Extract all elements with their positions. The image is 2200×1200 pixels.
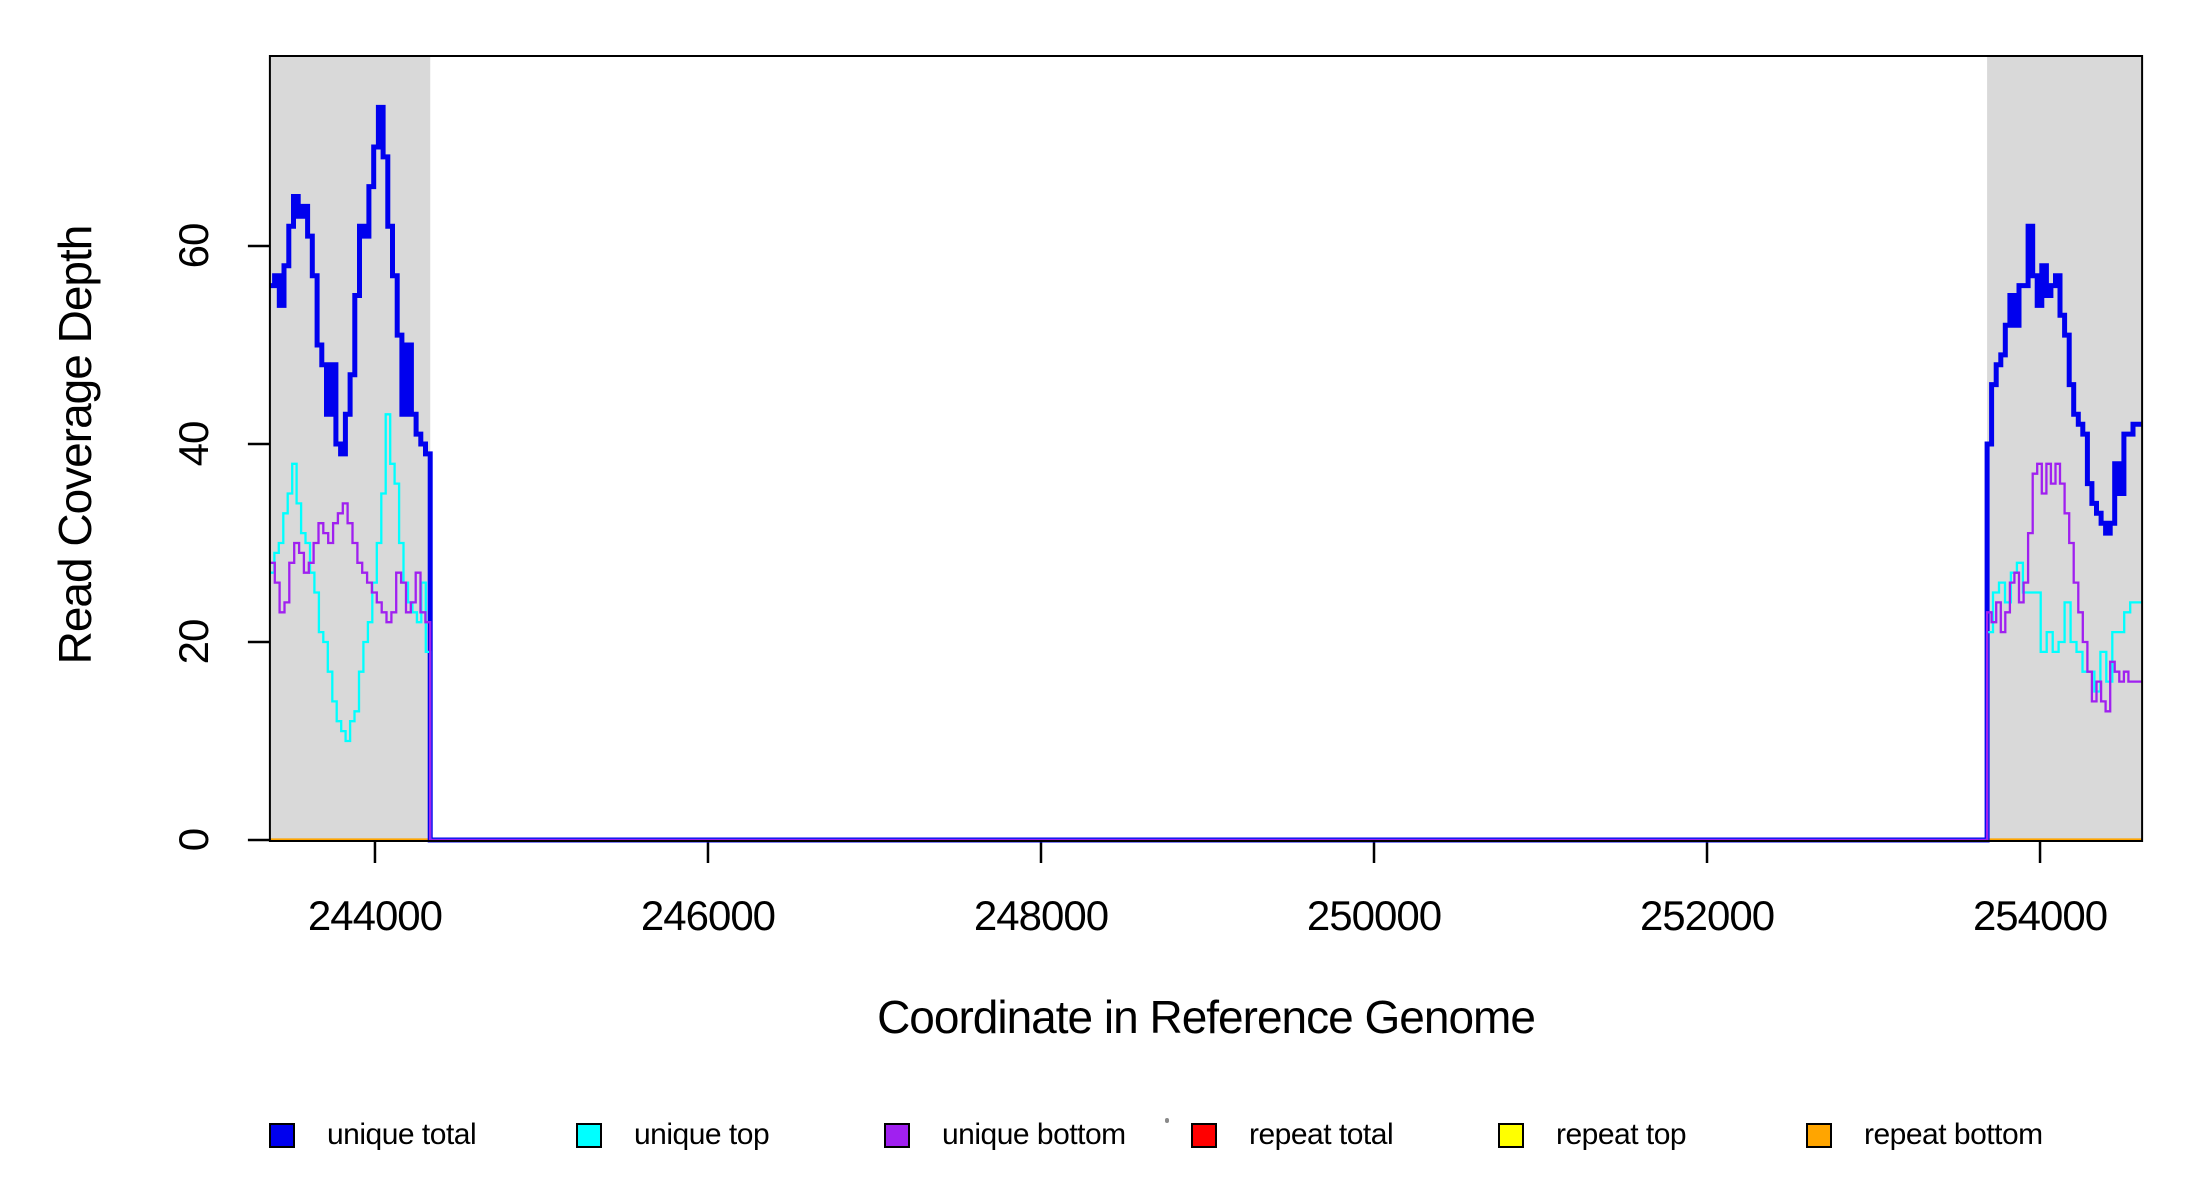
- right-target-region: [1987, 56, 2143, 841]
- legend-item-repeat-bottom: repeat bottom: [1806, 1118, 2043, 1152]
- legend-item-unique-top: unique top: [576, 1118, 770, 1152]
- legend-label: repeat bottom: [1864, 1118, 2043, 1151]
- legend-item-unique-total: unique total: [269, 1118, 477, 1152]
- legend-swatch-repeat-total: [1191, 1122, 1217, 1148]
- legend-label: unique top: [634, 1118, 770, 1151]
- y-tick-label: 40: [170, 422, 217, 467]
- legend-item-unique-bottom: unique bottom: [884, 1118, 1126, 1152]
- x-tick-label: 246000: [641, 892, 775, 939]
- y-tick-label: 60: [170, 224, 217, 269]
- x-tick-label: 252000: [1640, 892, 1774, 939]
- series-line-unique-total: [269, 104, 2143, 843]
- legend-artifact-dot: [1165, 1118, 1169, 1123]
- x-tick-label: 244000: [308, 892, 442, 939]
- y-axis-title: Read Coverage Depth: [49, 225, 101, 665]
- series-line-unique-top: [269, 413, 2143, 842]
- series-line-unique-bottom: [269, 462, 2143, 842]
- legend-swatch-unique-total: [269, 1122, 295, 1148]
- left-target-region: [269, 56, 431, 841]
- x-tick-label: 248000: [974, 892, 1108, 939]
- legend-swatch-repeat-top: [1498, 1122, 1524, 1148]
- legend-item-repeat-total: repeat total: [1191, 1118, 1394, 1152]
- legend-swatch-unique-bottom: [884, 1122, 910, 1148]
- legend-label: unique bottom: [942, 1118, 1126, 1151]
- x-tick-label: 250000: [1307, 892, 1441, 939]
- y-tick-label: 20: [170, 620, 217, 665]
- legend-label: unique total: [327, 1118, 477, 1151]
- y-tick-label: 0: [170, 829, 217, 851]
- x-axis-title: Coordinate in Reference Genome: [877, 991, 1536, 1043]
- legend-label: repeat total: [1249, 1118, 1394, 1151]
- plot-border: [268, 55, 2144, 842]
- x-tick-label: 254000: [1973, 892, 2107, 939]
- legend-swatch-unique-top: [576, 1122, 602, 1148]
- legend-swatch-repeat-bottom: [1806, 1122, 1832, 1148]
- legend-item-repeat-top: repeat top: [1498, 1118, 1687, 1152]
- legend-label: repeat top: [1556, 1118, 1687, 1151]
